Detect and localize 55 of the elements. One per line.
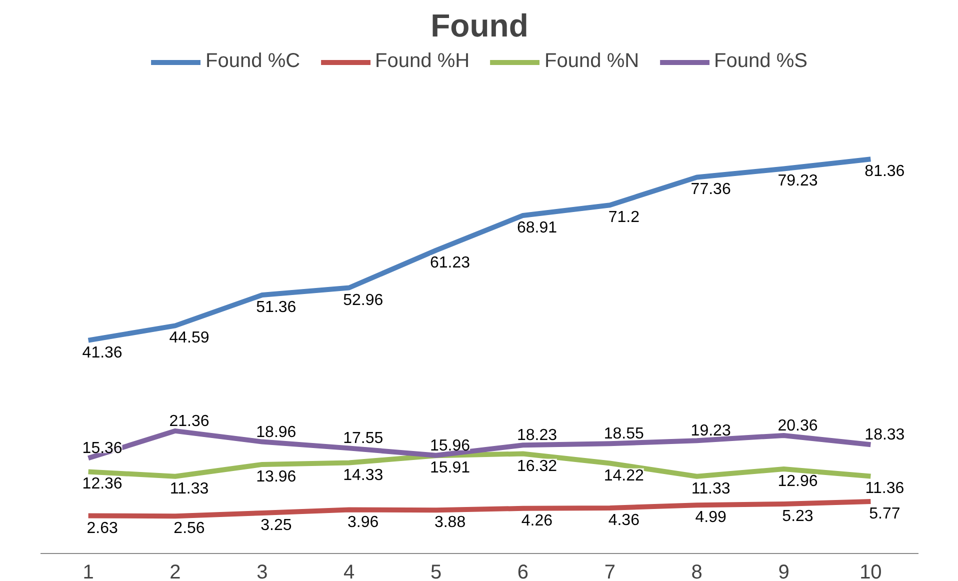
data-label: 19.23	[690, 422, 731, 440]
legend-label: Found %S	[714, 50, 808, 73]
data-label: 2.56	[174, 520, 205, 538]
x-tick-label: 6	[517, 562, 529, 581]
legend-label: Found %H	[375, 50, 470, 73]
data-label: 12.36	[82, 476, 122, 493]
data-label: 5.77	[869, 506, 900, 523]
data-label: 18.96	[256, 424, 296, 441]
x-tick-label: 4	[344, 562, 355, 581]
data-label: 11.36	[865, 480, 904, 498]
data-label: 14.22	[604, 467, 644, 484]
x-tick-label: 7	[604, 562, 616, 581]
data-label: 41.36	[82, 344, 122, 362]
data-label: 15.91	[430, 460, 470, 477]
data-label: 18.33	[864, 426, 905, 444]
x-tick-label: 9	[778, 562, 790, 581]
data-label: 3.96	[348, 514, 379, 531]
data-label: 71.2	[608, 209, 640, 226]
data-label: 18.55	[604, 426, 644, 443]
data-label: 81.36	[864, 163, 905, 180]
x-tick-label: 8	[691, 562, 702, 581]
chart-title: Found	[430, 8, 528, 44]
data-label: 4.36	[608, 512, 640, 529]
data-label: 11.33	[691, 480, 730, 498]
data-label: 15.96	[430, 437, 470, 454]
x-tick-label: 10	[860, 562, 882, 581]
data-label: 20.36	[778, 417, 818, 434]
data-label: 13.96	[256, 468, 296, 486]
data-label: 2.63	[86, 520, 118, 537]
data-label: 4.99	[695, 509, 726, 526]
data-label: 12.96	[778, 472, 818, 490]
data-label: 3.25	[260, 516, 292, 534]
data-label: 77.36	[690, 181, 731, 198]
data-label: 44.59	[169, 330, 210, 347]
x-tick-label: 5	[430, 562, 442, 581]
data-label: 21.36	[169, 412, 210, 430]
x-tick-label: 3	[256, 562, 268, 581]
data-label: 15.36	[82, 440, 122, 458]
data-label: 18.23	[516, 427, 558, 444]
data-label: 16.32	[516, 458, 558, 475]
data-label: 68.91	[516, 219, 558, 236]
data-label: 52.96	[343, 292, 384, 309]
data-label: 4.26	[521, 512, 553, 530]
legend-label: Found %C	[206, 50, 300, 73]
data-label: 3.88	[434, 514, 466, 532]
data-label: 11.33	[170, 480, 209, 498]
x-tick-label: 2	[170, 562, 181, 581]
data-label: 5.23	[782, 508, 814, 525]
data-label: 51.36	[256, 299, 296, 316]
data-label: 14.33	[343, 466, 384, 484]
legend-label: Found %N	[544, 50, 640, 73]
data-label: 17.55	[343, 430, 384, 448]
data-label: 61.23	[430, 254, 470, 272]
x-tick-label: 1	[82, 562, 94, 581]
data-label: 79.23	[778, 172, 818, 190]
